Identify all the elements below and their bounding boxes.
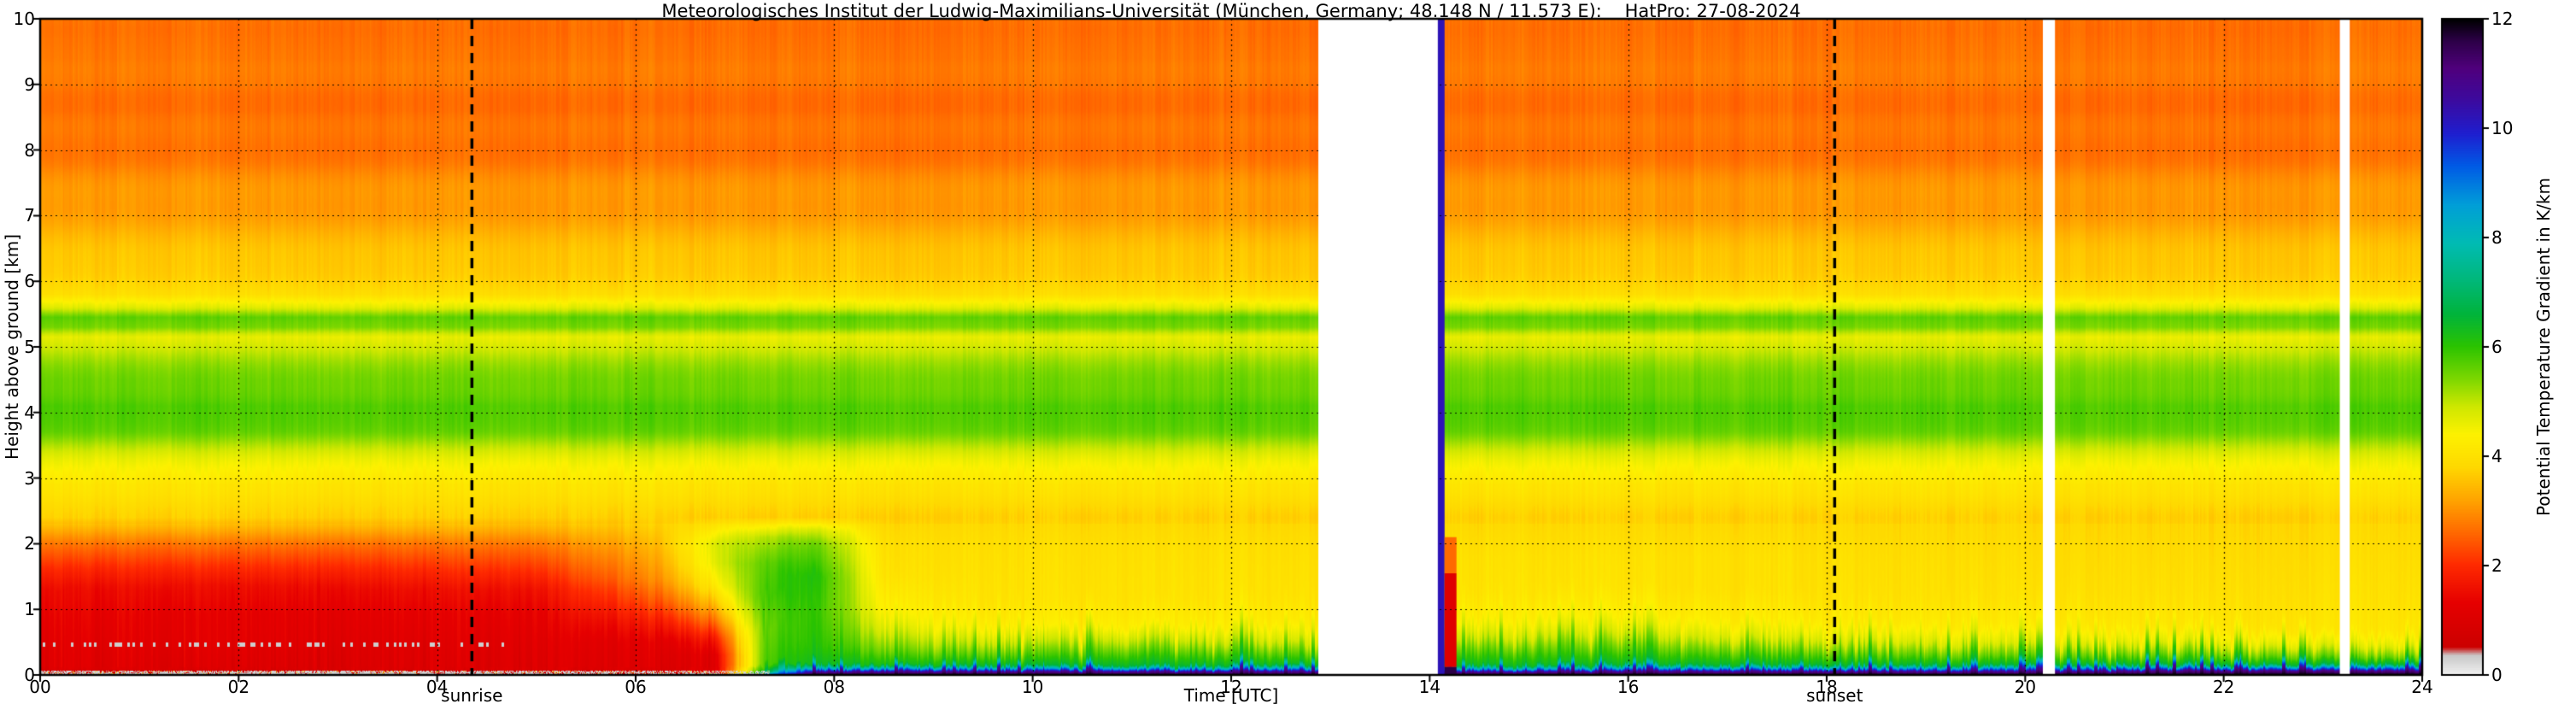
x-tick-label-08: 08 xyxy=(823,677,846,697)
chart-title: Meteorologisches Institut der Ludwig-Max… xyxy=(661,1,1801,21)
x-tick-label-06: 06 xyxy=(625,677,647,697)
y-tick-label-2: 2 xyxy=(24,533,35,554)
x-tick-label-22: 22 xyxy=(2212,677,2235,697)
x-tick-label-10: 10 xyxy=(1021,677,1044,697)
colorbar-tick-label-10: 10 xyxy=(2491,118,2514,138)
y-tick-label-4: 4 xyxy=(24,402,35,423)
x-tick-label-20: 20 xyxy=(2014,677,2037,697)
colorbar-tick-label-4: 4 xyxy=(2491,446,2503,466)
y-tick-label-8: 8 xyxy=(24,139,35,161)
colorbar-tick-label-6: 6 xyxy=(2491,337,2503,357)
x-tick-label-04: 04 xyxy=(425,677,449,697)
colorbar-tick-label-2: 2 xyxy=(2491,555,2503,576)
y-tick-label-0: 0 xyxy=(24,665,35,685)
x-tick-label-00: 00 xyxy=(29,677,51,697)
colorbar-label-wrap: Potential Temperature Gradient in K/km xyxy=(2524,19,2563,675)
colorbar-tick-label-0: 0 xyxy=(2491,665,2503,685)
x-tick-label-12: 12 xyxy=(1220,677,1242,697)
y-tick-label-6: 6 xyxy=(24,271,35,292)
colorbar-tick-label-12: 12 xyxy=(2491,9,2514,29)
sunrise-annotation: sunrise xyxy=(441,685,503,704)
x-axis-label: Time [UTC] xyxy=(1183,685,1279,704)
x-tick-label-02: 02 xyxy=(227,677,250,697)
y-tick-label-10: 10 xyxy=(13,9,35,29)
x-tick-label-18: 18 xyxy=(1816,677,1838,697)
y-tick-label-3: 3 xyxy=(24,467,35,489)
x-tick-label-16: 16 xyxy=(1617,677,1640,697)
colorbar-tick-label-8: 8 xyxy=(2491,227,2503,248)
y-tick-label-1: 1 xyxy=(24,599,35,620)
y-tick-label-7: 7 xyxy=(24,205,35,226)
sunset-annotation: sunset xyxy=(1806,685,1863,704)
x-tick-label-24: 24 xyxy=(2411,677,2433,697)
x-tick-label-14: 14 xyxy=(1418,677,1441,697)
y-tick-label-9: 9 xyxy=(24,73,35,95)
colorbar-label: Potential Temperature Gradient in K/km xyxy=(2533,178,2554,516)
y-tick-label-5: 5 xyxy=(24,337,35,357)
